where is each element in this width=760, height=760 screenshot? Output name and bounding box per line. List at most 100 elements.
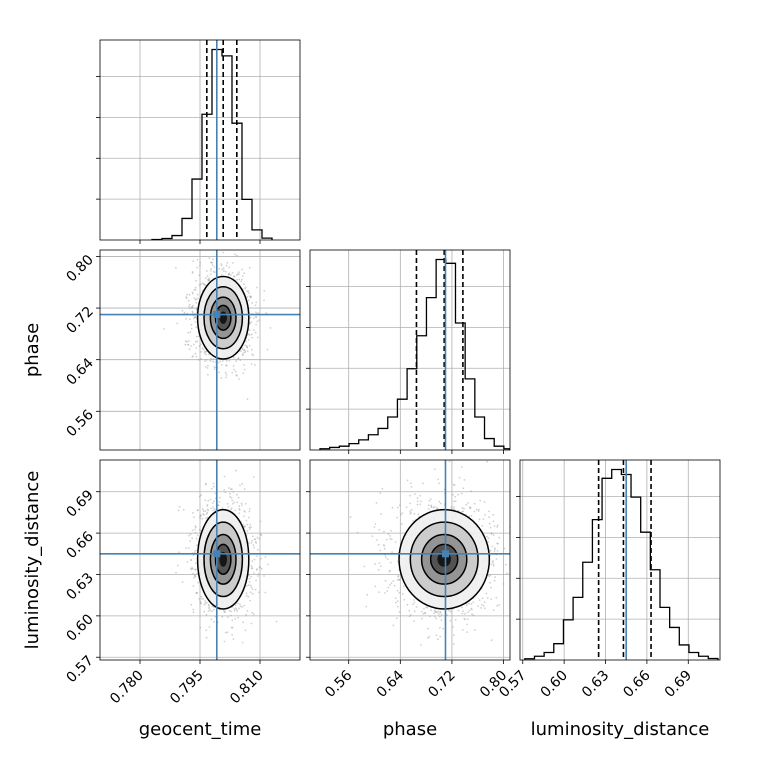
- scatter-point: [199, 517, 202, 520]
- histogram-grid-luminosity_distance: [520, 460, 720, 660]
- scatter-point: [195, 335, 198, 338]
- scatter-point: [242, 372, 245, 374]
- scatter-point: [255, 315, 257, 318]
- scatter-point: [232, 490, 235, 493]
- scatter-point: [236, 374, 238, 377]
- scatter-point: [210, 618, 213, 621]
- scatter-point: [191, 271, 194, 273]
- scatter-point: [200, 351, 203, 353]
- scatter-point: [202, 513, 205, 515]
- scatter-point: [223, 611, 226, 613]
- scatter-point: [202, 598, 205, 600]
- scatter-point: [396, 516, 398, 519]
- scatter-point: [249, 599, 252, 602]
- scatter-point: [460, 492, 463, 495]
- scatter-point: [194, 568, 197, 571]
- scatter-point: [395, 601, 397, 604]
- scatter-point: [196, 266, 199, 269]
- scatter-point: [231, 626, 234, 629]
- scatter-point: [437, 478, 440, 481]
- histogram-step: [151, 48, 273, 240]
- scatter-point: [395, 617, 398, 620]
- scatter-point: [219, 496, 221, 499]
- scatter-point: [480, 607, 482, 609]
- scatter-point: [438, 500, 441, 503]
- scatter-point: [243, 364, 246, 366]
- scatter-point: [244, 629, 247, 632]
- x-axis-label-luminosity_distance: luminosity_distance: [531, 719, 710, 740]
- scatter-point: [243, 515, 245, 518]
- scatter-point: [194, 575, 197, 578]
- scatter-point: [454, 495, 457, 498]
- scatter-point: [490, 598, 492, 601]
- scatter-point: [469, 507, 471, 509]
- scatter-point: [196, 340, 199, 343]
- scatter-point: [244, 287, 247, 290]
- scatter-point: [195, 355, 198, 358]
- scatter-point: [259, 533, 262, 536]
- scatter-point: [246, 290, 249, 293]
- scatter-point: [192, 572, 195, 575]
- scatter-point: [251, 560, 254, 562]
- scatter-point: [191, 307, 194, 309]
- scatter-point: [392, 624, 395, 627]
- scatter-point: [208, 353, 210, 356]
- scatter-point: [188, 305, 190, 308]
- scatter-point: [242, 354, 244, 357]
- scatter-point: [203, 513, 206, 516]
- scatter-point: [255, 316, 258, 319]
- scatter-point: [191, 305, 194, 308]
- scatter-point: [177, 509, 180, 512]
- scatter-point: [400, 523, 403, 525]
- scatter-point: [237, 616, 240, 619]
- scatter-point: [489, 526, 492, 529]
- scatter-point: [206, 275, 209, 277]
- scatter-point: [230, 488, 232, 491]
- scatter-point: [247, 292, 250, 295]
- scatter-point: [409, 510, 411, 512]
- scatter-point: [190, 568, 193, 571]
- scatter-point: [511, 499, 513, 501]
- scatter-point: [491, 561, 494, 563]
- scatter-point: [223, 489, 226, 491]
- scatter-point: [257, 312, 260, 314]
- scatter-point: [175, 571, 177, 574]
- scatter-point: [187, 343, 190, 346]
- scatter-point: [483, 607, 486, 610]
- scatter-point: [244, 351, 247, 353]
- scatter-point: [191, 292, 194, 295]
- scatter-point: [205, 270, 208, 272]
- scatter-point: [246, 610, 249, 612]
- scatter-point: [194, 531, 197, 534]
- scatter-point: [209, 359, 212, 362]
- scatter-point: [203, 350, 206, 353]
- y-tick-label: 0.60: [63, 611, 96, 644]
- scatter-point: [212, 482, 215, 485]
- scatter-point: [250, 348, 253, 351]
- scatter-point: [226, 502, 229, 505]
- scatter-point: [224, 371, 227, 374]
- scatter-point: [258, 319, 261, 321]
- scatter-point: [263, 299, 265, 302]
- scatter-point: [243, 526, 246, 528]
- scatter-point: [484, 513, 487, 516]
- scatter-point: [472, 614, 475, 617]
- scatter-point: [406, 479, 409, 482]
- scatter-point: [196, 258, 199, 261]
- scatter-point: [194, 352, 197, 355]
- scatter-point: [190, 567, 192, 570]
- scatter-point: [433, 506, 436, 508]
- scatter-point: [251, 336, 254, 339]
- scatter-point: [247, 333, 250, 335]
- scatter-point: [238, 607, 240, 610]
- scatter-point: [450, 506, 452, 509]
- scatter-point: [241, 504, 243, 506]
- scatter-point: [422, 482, 424, 485]
- scatter-point: [439, 635, 442, 638]
- scatter-point: [228, 273, 230, 276]
- scatter-point: [493, 525, 496, 527]
- scatter-point: [230, 507, 233, 510]
- scatter-point: [200, 595, 203, 598]
- scatter-point: [470, 458, 472, 460]
- scatter-point: [439, 611, 441, 613]
